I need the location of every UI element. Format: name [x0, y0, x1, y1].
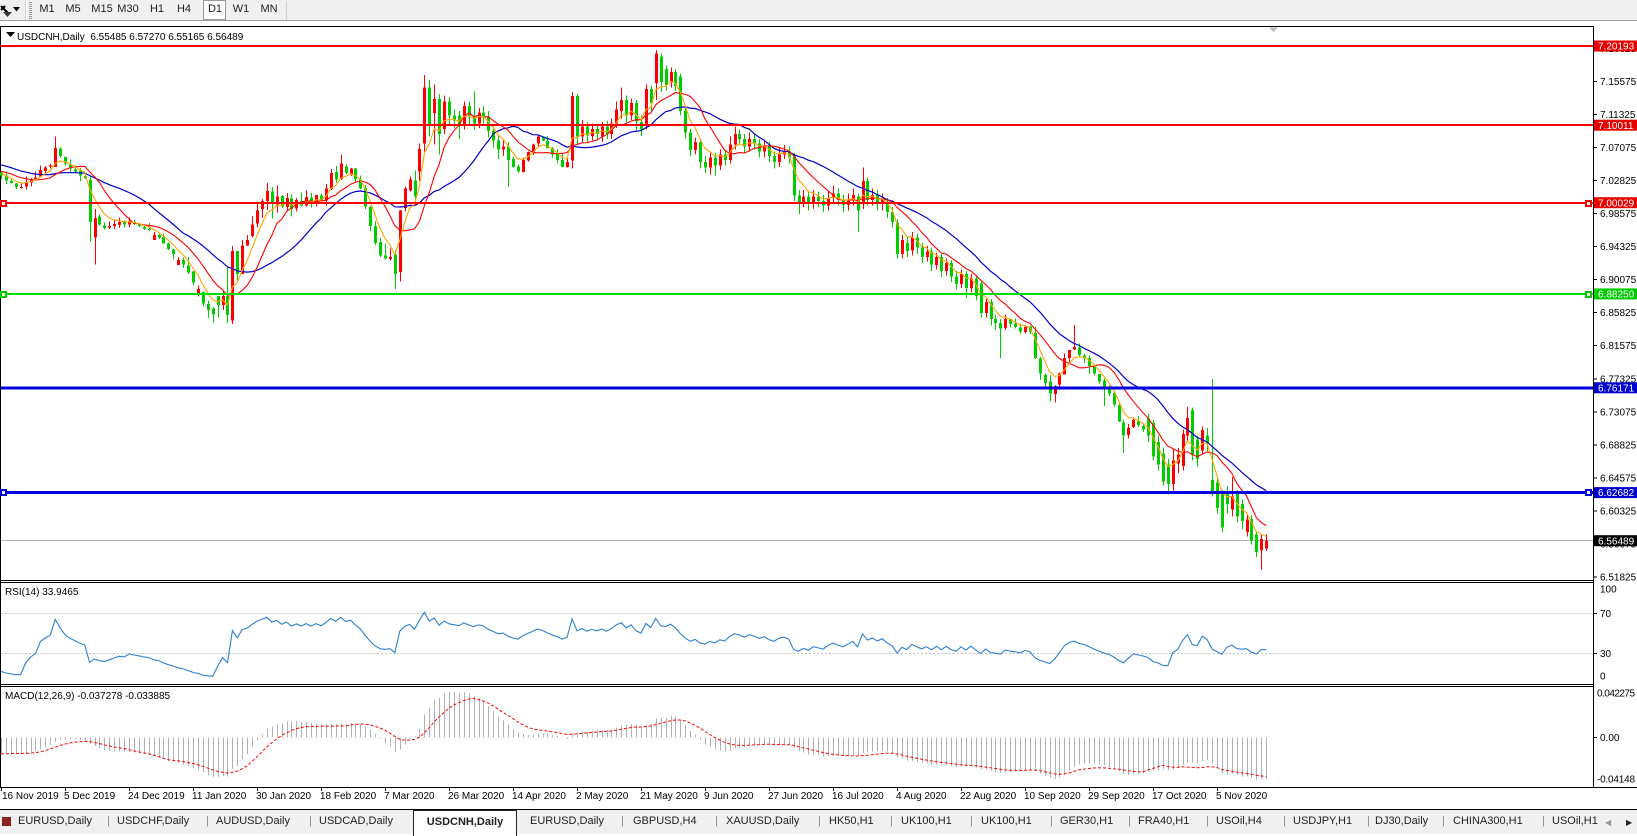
- svg-text:6.98575: 6.98575: [1600, 209, 1637, 220]
- svg-text:6.90075: 6.90075: [1600, 275, 1637, 286]
- svg-text:26 Mar 2020: 26 Mar 2020: [448, 791, 505, 802]
- svg-text:7.15575: 7.15575: [1600, 77, 1637, 88]
- svg-text:6.62682: 6.62682: [1598, 488, 1635, 499]
- svg-text:6.85825: 6.85825: [1600, 308, 1637, 319]
- svg-text:30 Jan 2020: 30 Jan 2020: [256, 791, 311, 802]
- svg-text:100: 100: [1600, 585, 1617, 596]
- svg-text:18 Feb 2020: 18 Feb 2020: [320, 791, 377, 802]
- svg-text:9 Jun 2020: 9 Jun 2020: [704, 791, 754, 802]
- svg-text:7 Mar 2020: 7 Mar 2020: [384, 791, 435, 802]
- svg-text:17 Oct 2020: 17 Oct 2020: [1152, 791, 1207, 802]
- svg-text:6.81575: 6.81575: [1600, 341, 1637, 352]
- svg-text:6.73075: 6.73075: [1600, 407, 1637, 418]
- svg-text:-0.04148: -0.04148: [1597, 775, 1635, 786]
- svg-text:USDCNH,Daily 6.55485 6.57270: USDCNH,Daily 6.55485 6.57270 6.55165 6.5…: [17, 32, 244, 43]
- svg-text:0.00: 0.00: [1600, 733, 1620, 744]
- svg-text:29 Sep 2020: 29 Sep 2020: [1088, 791, 1145, 802]
- svg-text:14 Apr 2020: 14 Apr 2020: [512, 791, 566, 802]
- svg-text:24 Dec 2019: 24 Dec 2019: [128, 791, 185, 802]
- svg-text:6.56489: 6.56489: [1598, 536, 1635, 547]
- svg-text:7.02825: 7.02825: [1600, 176, 1637, 187]
- svg-text:70: 70: [1600, 609, 1612, 620]
- svg-text:16 Jul 2020: 16 Jul 2020: [832, 791, 884, 802]
- svg-text:6.88250: 6.88250: [1598, 290, 1635, 301]
- svg-text:7.10011: 7.10011: [1598, 121, 1634, 132]
- svg-text:7.20193: 7.20193: [1598, 42, 1635, 53]
- svg-text:7.07075: 7.07075: [1600, 143, 1637, 154]
- svg-text:RSI(14) 33.9465: RSI(14) 33.9465: [5, 587, 79, 598]
- svg-text:5 Dec 2019: 5 Dec 2019: [64, 791, 116, 802]
- svg-text:6.51825: 6.51825: [1600, 572, 1637, 583]
- svg-text:16 Nov 2019: 16 Nov 2019: [2, 791, 59, 802]
- svg-text:27 Jun 2020: 27 Jun 2020: [768, 791, 823, 802]
- svg-text:6.94325: 6.94325: [1600, 242, 1637, 253]
- svg-text:10 Sep 2020: 10 Sep 2020: [1024, 791, 1081, 802]
- svg-text:6.76171: 6.76171: [1598, 383, 1635, 394]
- svg-text:6.77325: 6.77325: [1600, 374, 1637, 385]
- svg-text:0: 0: [1600, 672, 1606, 683]
- svg-text:6.60325: 6.60325: [1600, 506, 1637, 517]
- svg-text:5 Nov 2020: 5 Nov 2020: [1216, 791, 1268, 802]
- svg-text:30: 30: [1600, 649, 1612, 660]
- svg-text:2 May 2020: 2 May 2020: [576, 791, 629, 802]
- svg-text:7.11325: 7.11325: [1600, 110, 1636, 121]
- svg-text:MACD(12,26,9) -0.037278 -0.033: MACD(12,26,9) -0.037278 -0.033885: [5, 691, 171, 702]
- svg-text:4 Aug 2020: 4 Aug 2020: [896, 791, 947, 802]
- svg-text:7.00029: 7.00029: [1598, 198, 1635, 209]
- svg-text:6.68825: 6.68825: [1600, 440, 1637, 451]
- svg-text:11 Jan 2020: 11 Jan 2020: [192, 791, 247, 802]
- svg-text:0.042275: 0.042275: [1597, 689, 1635, 700]
- svg-text:21 May 2020: 21 May 2020: [640, 791, 698, 802]
- svg-text:22 Aug 2020: 22 Aug 2020: [960, 791, 1017, 802]
- svg-text:6.64575: 6.64575: [1600, 473, 1637, 484]
